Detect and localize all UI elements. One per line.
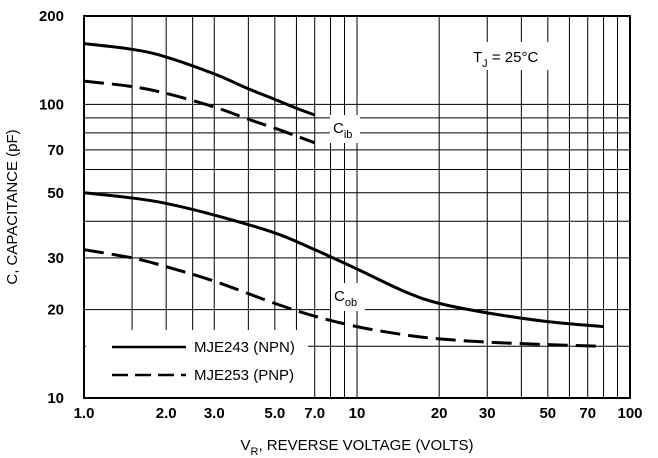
x-tick-label: 7.0 [304, 405, 325, 422]
x-axis-title-sub: R [251, 446, 259, 458]
x-tick-label: 70 [579, 405, 596, 422]
series-line-c-ib-pnp [83, 79, 316, 145]
temperature-label-bg [468, 42, 568, 70]
y-tick-label: 70 [47, 142, 64, 159]
y-tick-labels: 10 20 30 50 70 100 200 [39, 8, 64, 407]
cob-annotation-sub: ob [345, 297, 357, 309]
x-tick-label: 20 [431, 405, 448, 422]
x-tick-label: 10 [349, 405, 366, 422]
x-tick-label: 100 [617, 405, 642, 422]
y-axis-title: C, CAPACITANCE (pF) [4, 129, 21, 284]
y-tick-label: 20 [47, 302, 64, 319]
legend-label-npn: MJE243 (NPN) [194, 339, 295, 356]
cib-annotation-main: C [333, 120, 344, 137]
x-tick-label: 30 [479, 405, 496, 422]
x-axis-title-rest: , REVERSE VOLTAGE (VOLTS) [258, 437, 473, 454]
legend-box [86, 330, 308, 398]
series-line-c-ob-npn [83, 191, 604, 329]
x-axis-title-main: V [240, 437, 250, 454]
x-tick-label: 50 [539, 405, 556, 422]
cob-annotation: Cob [334, 288, 357, 309]
y-tick-label: 50 [47, 185, 64, 202]
x-tick-label: 1.0 [74, 405, 95, 422]
cib-annotation-sub: ib [344, 129, 353, 141]
x-axis-title: VR, REVERSE VOLTAGE (VOLTS) [240, 437, 473, 458]
y-tick-label: 30 [47, 250, 64, 267]
cib-label-bg [330, 115, 360, 143]
y-tick-label: 10 [47, 390, 64, 407]
legend: MJE243 (NPN) MJE253 (PNP) [86, 330, 308, 398]
temperature-annotation-main: T [473, 49, 482, 66]
x-tick-label: 5.0 [264, 405, 285, 422]
cob-annotation-main: C [334, 288, 345, 305]
cib-annotation: Cib [333, 120, 352, 141]
x-tick-labels: 1.0 2.0 3.0 5.0 7.0 10 20 30 50 70 100 [74, 405, 643, 422]
y-tick-label: 100 [39, 96, 64, 113]
legend-label-pnp: MJE253 (PNP) [194, 367, 294, 384]
plot-frame [83, 15, 631, 399]
x-tick-label: 2.0 [156, 405, 177, 422]
temperature-annotation-sub: J [482, 58, 488, 70]
temperature-annotation-rest: = 25°C [488, 49, 539, 66]
y-tick-label: 200 [39, 8, 64, 25]
data-series [83, 42, 604, 348]
temperature-annotation: TJ = 25°C [473, 49, 538, 70]
cob-label-bg [331, 283, 365, 311]
series-line-c-ob-pnp [83, 248, 604, 348]
x-tick-label: 3.0 [204, 405, 225, 422]
series-line-c-ib-npn [83, 42, 316, 117]
